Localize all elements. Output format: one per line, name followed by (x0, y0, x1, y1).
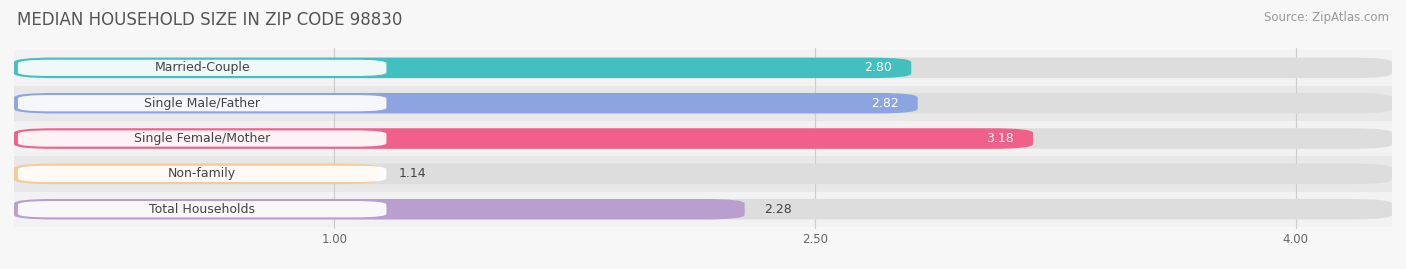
Text: Source: ZipAtlas.com: Source: ZipAtlas.com (1264, 11, 1389, 24)
Text: Total Households: Total Households (149, 203, 254, 216)
FancyBboxPatch shape (18, 166, 387, 182)
FancyBboxPatch shape (14, 128, 1033, 149)
FancyBboxPatch shape (14, 58, 911, 78)
FancyBboxPatch shape (14, 164, 380, 184)
Text: Non-family: Non-family (169, 167, 236, 180)
Bar (14, 50, 1392, 86)
Text: Single Female/Mother: Single Female/Mother (134, 132, 270, 145)
FancyBboxPatch shape (18, 60, 387, 76)
Text: Married-Couple: Married-Couple (155, 61, 250, 74)
Text: 3.18: 3.18 (986, 132, 1014, 145)
FancyBboxPatch shape (18, 201, 387, 217)
FancyBboxPatch shape (18, 130, 387, 147)
FancyBboxPatch shape (14, 93, 918, 114)
Bar (14, 156, 1392, 192)
FancyBboxPatch shape (14, 58, 1392, 78)
Text: 2.80: 2.80 (865, 61, 891, 74)
Bar (14, 192, 1392, 227)
Text: 1.14: 1.14 (398, 167, 426, 180)
Text: 2.28: 2.28 (763, 203, 792, 216)
Bar (14, 121, 1392, 156)
Text: MEDIAN HOUSEHOLD SIZE IN ZIP CODE 98830: MEDIAN HOUSEHOLD SIZE IN ZIP CODE 98830 (17, 11, 402, 29)
FancyBboxPatch shape (14, 93, 1392, 114)
Text: Single Male/Father: Single Male/Father (145, 97, 260, 110)
FancyBboxPatch shape (18, 95, 387, 111)
FancyBboxPatch shape (14, 199, 1392, 220)
Bar (14, 86, 1392, 121)
FancyBboxPatch shape (14, 164, 1392, 184)
FancyBboxPatch shape (14, 128, 1392, 149)
Text: 2.82: 2.82 (870, 97, 898, 110)
FancyBboxPatch shape (14, 199, 745, 220)
